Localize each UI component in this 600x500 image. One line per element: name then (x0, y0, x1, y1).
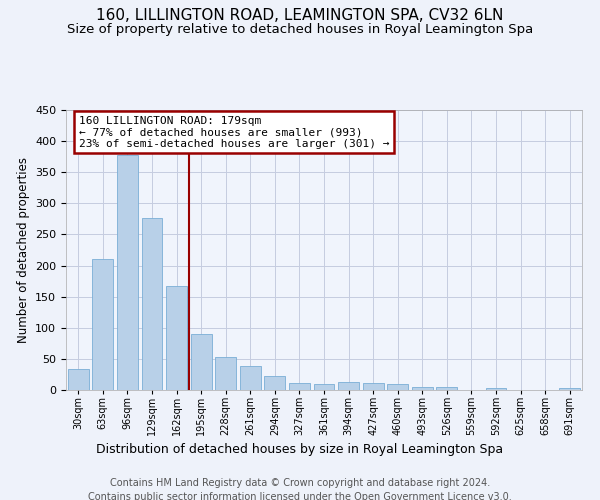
Bar (191, 334, 212, 390)
Bar (117, 155, 138, 390)
Bar (436, 387, 457, 390)
Bar (362, 383, 383, 390)
Bar (387, 384, 408, 390)
Bar (92, 258, 113, 390)
Bar (265, 376, 286, 390)
Bar (559, 388, 580, 390)
Bar (338, 382, 359, 390)
Bar (215, 357, 236, 390)
Text: Contains HM Land Registry data © Crown copyright and database right 2024.
Contai: Contains HM Land Registry data © Crown c… (88, 478, 512, 500)
Text: Distribution of detached houses by size in Royal Leamington Spa: Distribution of detached houses by size … (97, 442, 503, 456)
Bar (412, 387, 433, 390)
Text: 160, LILLINGTON ROAD, LEAMINGTON SPA, CV32 6LN: 160, LILLINGTON ROAD, LEAMINGTON SPA, CV… (97, 8, 503, 22)
Text: Size of property relative to detached houses in Royal Leamington Spa: Size of property relative to detached ho… (67, 22, 533, 36)
Bar (240, 366, 261, 390)
Bar (289, 382, 310, 390)
Bar (68, 370, 89, 390)
Y-axis label: Number of detached properties: Number of detached properties (17, 157, 29, 343)
Bar (142, 218, 163, 390)
Text: 160 LILLINGTON ROAD: 179sqm
← 77% of detached houses are smaller (993)
23% of se: 160 LILLINGTON ROAD: 179sqm ← 77% of det… (79, 116, 389, 149)
Bar (485, 388, 506, 390)
Bar (166, 286, 187, 390)
Bar (314, 384, 334, 390)
